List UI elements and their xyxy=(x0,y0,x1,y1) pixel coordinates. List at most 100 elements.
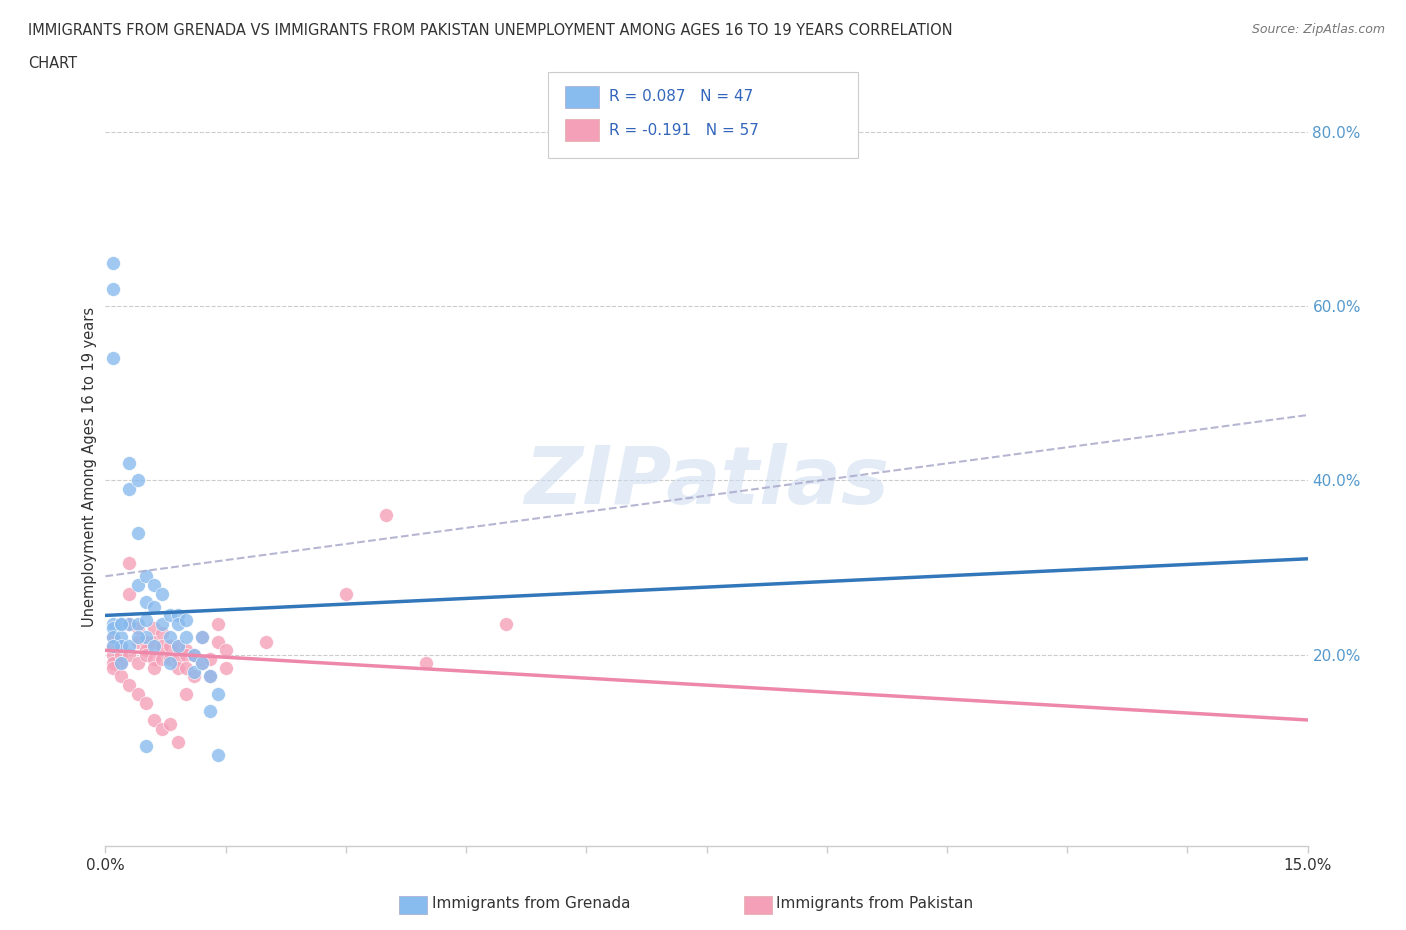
Point xyxy=(142,634,165,649)
Point xyxy=(110,639,132,654)
Point xyxy=(127,634,149,649)
Point xyxy=(183,669,205,684)
Point xyxy=(159,652,181,667)
Point xyxy=(142,660,165,675)
Point xyxy=(118,639,141,654)
Point xyxy=(110,656,132,671)
Point xyxy=(198,652,221,667)
Y-axis label: Unemployment Among Ages 16 to 19 years: Unemployment Among Ages 16 to 19 years xyxy=(82,307,97,628)
Point xyxy=(110,639,132,654)
Point xyxy=(110,656,132,671)
Point xyxy=(127,686,149,701)
Point xyxy=(127,525,149,540)
Point xyxy=(150,722,173,737)
Point xyxy=(183,647,205,662)
Point xyxy=(374,508,398,523)
Point xyxy=(174,612,197,627)
Point xyxy=(103,639,125,654)
Point xyxy=(207,634,229,649)
Point xyxy=(207,748,229,763)
Point xyxy=(127,656,149,671)
Point xyxy=(127,473,149,488)
Point xyxy=(335,586,357,601)
Point xyxy=(198,669,221,684)
Point xyxy=(207,617,229,631)
Point xyxy=(103,351,125,365)
Point xyxy=(159,639,181,654)
Point xyxy=(110,617,132,631)
Point xyxy=(159,656,181,671)
Text: Source: ZipAtlas.com: Source: ZipAtlas.com xyxy=(1251,23,1385,36)
Text: ZIPatlas: ZIPatlas xyxy=(524,444,889,522)
Point xyxy=(103,281,125,296)
Point xyxy=(166,639,188,654)
Point xyxy=(174,660,197,675)
Point xyxy=(174,643,197,658)
Point xyxy=(135,612,157,627)
Point xyxy=(198,669,221,684)
Text: R = 0.087   N = 47: R = 0.087 N = 47 xyxy=(609,89,754,104)
Point xyxy=(103,656,125,671)
Point xyxy=(159,608,181,623)
Point xyxy=(118,678,141,693)
Point xyxy=(495,617,517,631)
Point xyxy=(166,617,188,631)
Point xyxy=(118,617,141,631)
Point xyxy=(166,652,188,667)
Point xyxy=(135,695,157,710)
Point xyxy=(150,586,173,601)
Point xyxy=(150,652,173,667)
Point xyxy=(103,617,125,631)
Point xyxy=(166,660,188,675)
Point xyxy=(118,617,141,631)
Point xyxy=(142,599,165,614)
Point xyxy=(150,639,173,654)
Point xyxy=(159,717,181,732)
Text: Immigrants from Pakistan: Immigrants from Pakistan xyxy=(776,897,973,911)
Point xyxy=(127,630,149,644)
Point xyxy=(166,735,188,750)
Point xyxy=(190,656,212,671)
Point xyxy=(135,569,157,584)
Point xyxy=(415,656,437,671)
Point xyxy=(183,665,205,680)
Point xyxy=(110,630,132,644)
Point xyxy=(207,686,229,701)
Point xyxy=(135,647,157,662)
Point xyxy=(174,647,197,662)
Point xyxy=(214,660,236,675)
Point xyxy=(103,630,125,644)
Text: IMMIGRANTS FROM GRENADA VS IMMIGRANTS FROM PAKISTAN UNEMPLOYMENT AMONG AGES 16 T: IMMIGRANTS FROM GRENADA VS IMMIGRANTS FR… xyxy=(28,23,953,38)
Text: R = -0.191   N = 57: R = -0.191 N = 57 xyxy=(609,123,759,138)
Point xyxy=(254,634,277,649)
Point xyxy=(174,686,197,701)
Point xyxy=(135,634,157,649)
Point xyxy=(103,660,125,675)
Point xyxy=(166,608,188,623)
Point xyxy=(110,647,132,662)
Point xyxy=(103,255,125,270)
Text: CHART: CHART xyxy=(28,56,77,71)
Point xyxy=(142,652,165,667)
Point xyxy=(190,630,212,644)
Point xyxy=(190,630,212,644)
Point xyxy=(150,617,173,631)
Point xyxy=(174,630,197,644)
Point xyxy=(103,647,125,662)
Point xyxy=(110,617,132,631)
Point xyxy=(127,578,149,592)
Point xyxy=(142,712,165,727)
Point xyxy=(103,621,125,636)
Point xyxy=(142,639,165,654)
Point xyxy=(190,656,212,671)
Text: Immigrants from Grenada: Immigrants from Grenada xyxy=(432,897,630,911)
Point xyxy=(127,621,149,636)
Point xyxy=(127,617,149,631)
Point xyxy=(166,639,188,654)
Point xyxy=(118,482,141,497)
Point xyxy=(135,738,157,753)
Point xyxy=(142,578,165,592)
Point xyxy=(135,643,157,658)
Point xyxy=(214,643,236,658)
Point xyxy=(118,647,141,662)
